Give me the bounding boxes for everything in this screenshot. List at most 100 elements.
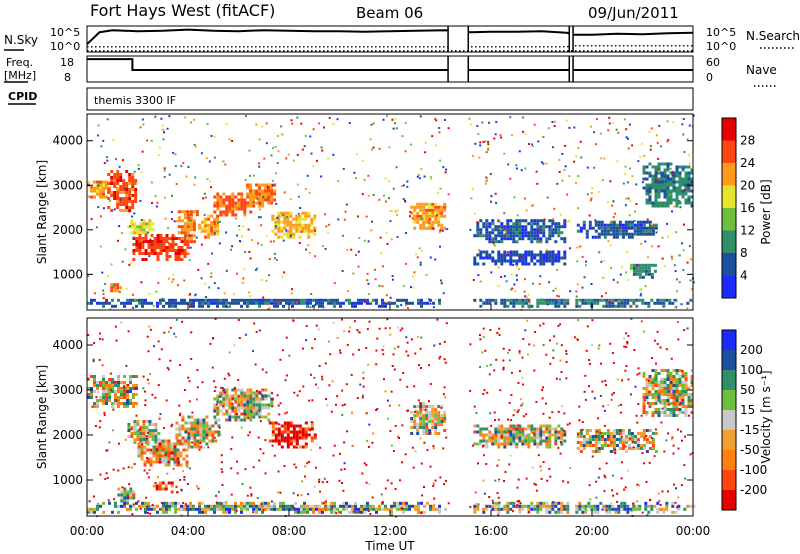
range-cell [143,469,146,472]
range-cell [437,411,441,414]
range-cell [301,445,305,449]
range-cell [303,301,306,305]
range-cell [563,429,565,432]
range-cell [423,510,426,514]
range-cell [249,418,253,422]
range-cell [638,298,642,302]
range-cell [536,222,540,226]
range-cell [202,439,206,443]
range-cell [230,493,233,496]
range-cell [533,507,537,511]
range-cell [315,159,318,162]
range-cell [511,134,513,137]
range-cell [642,177,646,181]
range-cell [660,402,664,405]
range-cell [298,430,302,434]
range-cell [126,493,130,497]
range-cell [298,229,302,233]
range-cell [209,180,211,183]
range-cell [162,237,166,240]
range-cell [139,432,143,435]
range-cell [608,301,611,304]
range-cell [635,263,639,267]
range-cell [662,301,666,305]
range-cell [110,283,114,287]
range-cell [542,162,545,165]
range-cell [207,298,210,302]
range-cell [249,501,252,505]
range-cell [142,222,146,226]
range-cell [132,306,135,309]
range-cell [87,387,90,390]
range-cell [246,403,250,407]
range-cell [298,217,302,221]
range-cell [171,301,174,305]
range-cell [594,435,598,438]
range-cell [690,384,694,387]
range-cell [120,402,123,405]
range-cell [131,184,134,187]
range-cell [197,268,200,271]
range-cell [638,269,642,273]
range-cell [636,441,640,444]
range-cell [177,301,180,305]
range-cell [678,408,682,411]
range-cell [147,350,150,353]
range-cell [131,223,134,226]
range-cell [596,298,600,302]
range-cell [204,220,208,224]
range-cell [294,507,297,511]
range-cell [500,433,504,437]
range-cell [635,266,639,270]
range-cell [117,487,121,491]
range-cell [536,442,540,446]
range-cell [524,259,528,263]
range-cell [672,408,676,411]
range-cell [678,165,682,169]
range-cell [512,225,516,229]
range-cell [542,228,546,232]
range-cell [416,414,420,417]
range-cell [187,433,191,437]
range-cell [649,145,652,148]
range-cell [147,511,149,514]
range-cell [576,246,579,249]
range-cell [521,439,525,443]
range-cell [291,298,294,302]
range-cell [292,492,295,495]
range-cell [180,219,184,223]
range-cell [557,304,561,308]
range-cell [164,448,168,452]
range-cell [129,490,133,494]
range-cell [476,228,480,232]
range-cell [417,174,420,177]
range-cell [230,448,233,451]
range-cell [170,425,173,428]
range-cell [149,238,152,241]
range-cell [583,276,586,279]
range-cell [289,430,293,434]
range-cell [603,490,606,493]
range-cell [390,482,393,485]
range-cell [437,405,441,408]
range-cell [548,467,551,470]
range-cell [133,463,136,466]
range-cell [578,507,582,511]
range-cell [258,397,262,401]
range-cell [525,209,528,212]
range-cell [483,454,486,457]
range-cell [179,478,182,481]
range-cell [665,298,669,302]
range-cell [217,433,221,437]
range-cell [255,301,258,305]
range-cell [90,387,93,390]
range-cell [370,229,373,232]
range-cell [422,202,426,206]
range-cell [381,348,384,351]
range-cell [633,435,637,438]
range-cell [431,220,435,224]
range-cell [221,471,224,473]
range-cell [192,234,196,238]
range-cell [690,393,694,396]
range-cell [312,304,315,308]
